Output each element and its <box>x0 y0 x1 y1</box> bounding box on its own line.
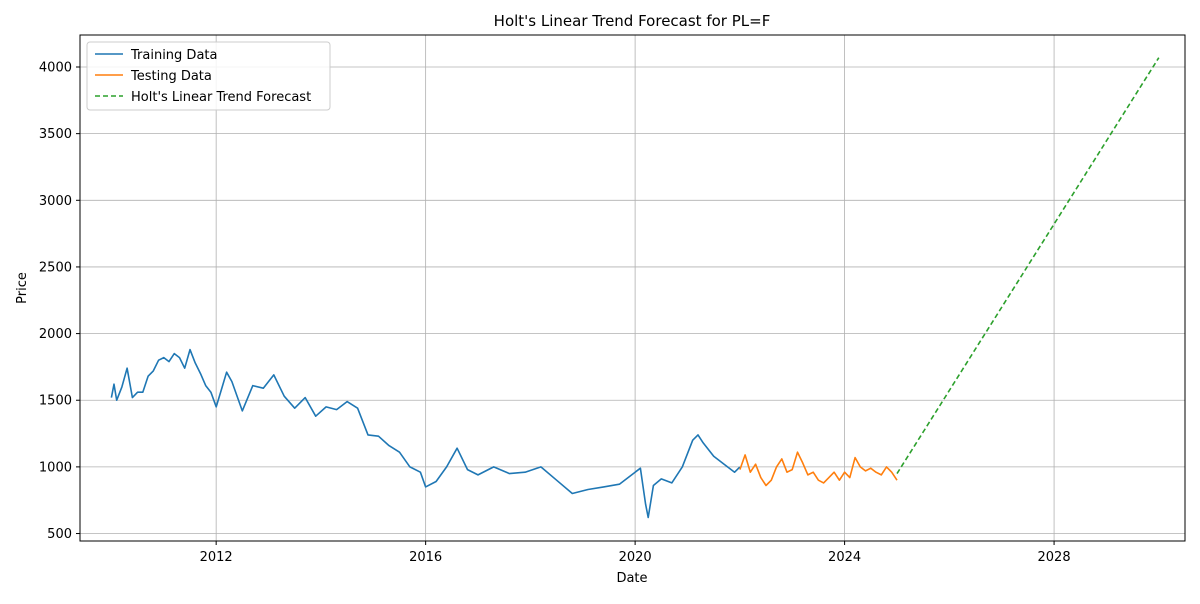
series-line-forecast <box>896 57 1160 475</box>
axis-ticks: 2012 2016 2020 2024 2028 500 1000 1500 2000 2500 3… <box>39 60 1071 565</box>
chart-title: Holt's Linear Trend Forecast for PL=F <box>494 12 771 30</box>
y-tick-label-3500: 3500 <box>39 127 72 142</box>
x-tick-label-2016: 2016 <box>409 550 442 565</box>
series-group <box>110 57 1160 519</box>
y-tick-label-2500: 2500 <box>39 260 72 275</box>
plot-frame <box>79 34 1186 542</box>
legend-label-forecast: Holt's Linear Trend Forecast <box>131 90 311 105</box>
y-tick-label-1500: 1500 <box>39 394 72 409</box>
grid-lines <box>80 35 1185 541</box>
series-line-testing <box>739 451 898 487</box>
y-tick-label-4000: 4000 <box>39 60 72 75</box>
x-axis-label: Date <box>616 571 647 586</box>
y-axis-label: Price <box>15 272 30 304</box>
legend-label-training: Training Data <box>130 48 217 63</box>
y-tick-label-500: 500 <box>47 527 72 542</box>
legend: Training Data Testing Data Holt's Linear… <box>86 41 331 111</box>
x-tick-label-2028: 2028 <box>1038 550 1071 565</box>
y-tick-label-1000: 1000 <box>39 460 72 475</box>
x-tick-label-2020: 2020 <box>619 550 652 565</box>
y-tick-label-2000: 2000 <box>39 327 72 342</box>
x-tick-label-2012: 2012 <box>200 550 233 565</box>
legend-frame <box>86 41 331 111</box>
plot-area <box>80 35 1185 541</box>
y-tick-label-3000: 3000 <box>39 194 72 209</box>
series-line-training <box>110 348 741 519</box>
x-tick-label-2024: 2024 <box>828 550 861 565</box>
legend-label-testing: Testing Data <box>130 69 212 84</box>
